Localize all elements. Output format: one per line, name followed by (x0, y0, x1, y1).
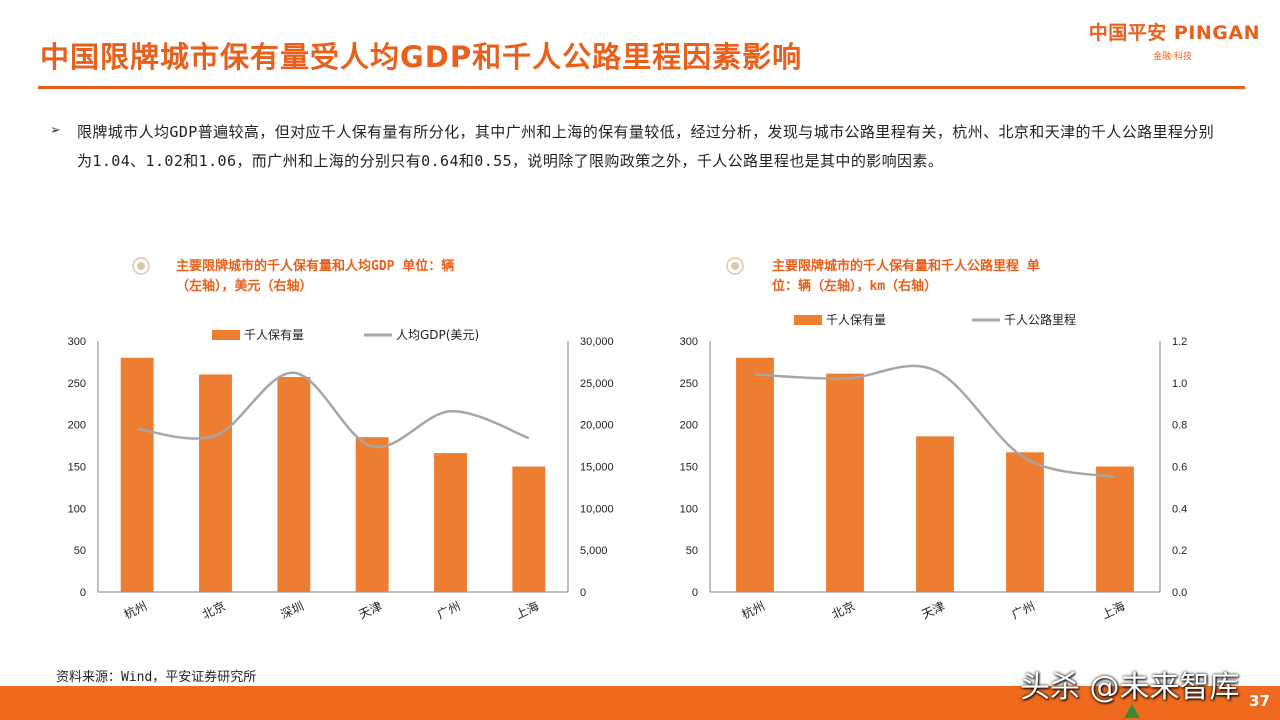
right-tick-label: 1.0 (1172, 378, 1187, 390)
footer-bar (0, 686, 1280, 720)
bar-2 (199, 374, 232, 592)
category-label: 天津 (919, 599, 947, 622)
left-tick-label: 250 (680, 378, 698, 390)
category-label: 上海 (513, 598, 541, 622)
summary-paragraph: 限牌城市人均GDP普遍较高，但对应千人保有量有所分化，其中广州和上海的保有量较低… (77, 123, 1215, 170)
left-tick-label: 100 (68, 503, 86, 515)
right-tick-label: 0 (580, 587, 586, 599)
legend-bar-label: 千人保有量 (244, 328, 304, 342)
legend-bar-swatch (212, 330, 240, 340)
bar-5 (434, 453, 467, 592)
right-tick-label: 15,000 (580, 462, 614, 474)
logo-mark-icon (1124, 704, 1140, 718)
left-tick-label: 0 (692, 587, 698, 599)
right-tick-label: 0.6 (1172, 462, 1187, 474)
bar-3 (916, 436, 954, 592)
legend-bar-label: 千人保有量 (826, 313, 886, 327)
bar-1 (736, 357, 774, 592)
bar-5 (1096, 466, 1134, 592)
chart1-title-line2: （左轴），美元（右轴） (176, 279, 313, 294)
category-label: 天津 (357, 599, 385, 622)
right-tick-label: 5,000 (580, 545, 608, 557)
right-tick-label: 1.2 (1172, 336, 1187, 348)
category-label: 北京 (829, 599, 857, 622)
left-tick-label: 200 (680, 420, 698, 432)
bar-4 (355, 437, 389, 592)
arrow-bullet-icon: ➢ (50, 123, 61, 138)
bar-1 (120, 357, 154, 592)
right-tick-label: 0.4 (1172, 503, 1187, 515)
chart2-title-icon (726, 257, 744, 275)
chart2-title-line2: 位：辆（左轴），km（右轴） (772, 279, 938, 294)
left-tick-label: 150 (680, 462, 698, 474)
category-label: 上海 (1099, 598, 1127, 622)
right-tick-label: 10,000 (580, 503, 614, 515)
chart1-title-icon (132, 257, 150, 275)
category-label: 杭州 (121, 598, 149, 622)
left-tick-label: 50 (74, 545, 86, 557)
left-tick-label: 300 (68, 336, 86, 348)
page-title: 中国限牌城市保有量受人均GDP和千人公路里程因素影响 (40, 40, 803, 74)
chart1-gdp-vs-ownership: 0 50 100 150 200 250 300 0 5,000 10,000 15,000 20,0… (68, 328, 614, 622)
category-label: 广州 (435, 599, 463, 622)
page-number: 37 (1249, 692, 1270, 710)
legend-line-label: 千人公路里程 (1004, 312, 1076, 327)
right-tick-label: 0.0 (1172, 587, 1187, 599)
left-tick-label: 200 (68, 420, 86, 432)
chart1-title: 主要限牌城市的千人保有量和人均GDP 单位：辆 （左轴），美元（右轴） (176, 257, 556, 297)
left-tick-label: 0 (80, 587, 86, 599)
left-tick-label: 50 (686, 545, 698, 557)
right-tick-label: 0.8 (1172, 420, 1187, 432)
right-tick-label: 25,000 (580, 378, 614, 390)
left-tick-label: 250 (68, 378, 86, 390)
category-label: 杭州 (739, 598, 767, 622)
chart2-title: 主要限牌城市的千人保有量和千人公路里程 单 位：辆（左轴），km（右轴） (772, 257, 1152, 297)
legend-line-label: 人均GDP(美元) (396, 328, 479, 342)
right-tick-label: 20,000 (580, 420, 614, 432)
logo-text: 中国平安 PINGAN (1088, 22, 1260, 44)
watermark-text: 头杀 @未来智库 (1020, 670, 1240, 705)
chart1-title-line1: 主要限牌城市的千人保有量和人均GDP 单位：辆 (176, 259, 455, 274)
source-note: 资料来源：Wind，平安证券研究所 (56, 670, 257, 685)
category-label: 广州 (1009, 599, 1037, 622)
right-tick-label: 30,000 (580, 336, 614, 348)
left-tick-label: 150 (68, 462, 86, 474)
bar-2 (826, 373, 864, 592)
bar-4 (1006, 452, 1044, 592)
chart2-title-line1: 主要限牌城市的千人保有量和千人公路里程 单 (772, 259, 1040, 274)
left-tick-label: 300 (680, 336, 698, 348)
right-tick-label: 0.2 (1172, 545, 1187, 557)
title-divider (38, 86, 1245, 89)
bar-6 (512, 466, 546, 592)
legend-bar-swatch (794, 315, 822, 325)
brand-logo: 中国平安 PINGAN 金融·科技 (1089, 18, 1260, 62)
line-series (137, 371, 530, 449)
category-label: 北京 (200, 599, 228, 622)
left-tick-label: 100 (680, 503, 698, 515)
logo-tagline: 金融·科技 (1153, 52, 1192, 62)
bar-3 (277, 376, 311, 592)
chart2-road-vs-ownership: 0 50 100 150 200 250 300 0.0 0.2 0.4 0.6 0.8 1.0 1.2 杭… (680, 312, 1188, 622)
category-label: 深圳 (278, 599, 306, 622)
